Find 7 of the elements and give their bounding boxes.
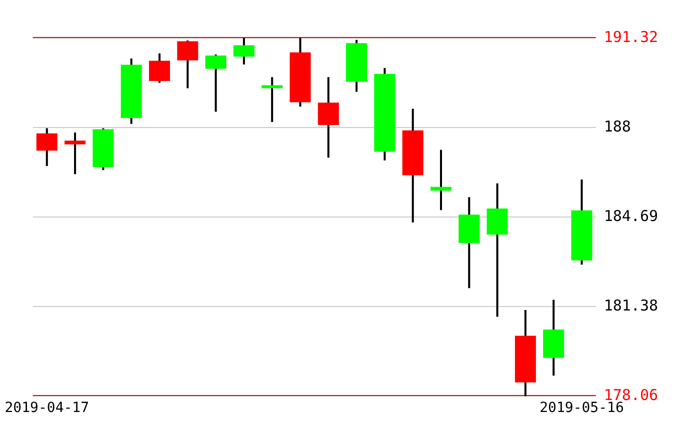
candlestick	[430, 150, 452, 210]
y-tick-label: 184.69	[604, 206, 658, 225]
y-tick-label: 181.38	[604, 296, 658, 314]
x-tick-label: 2019-04-17	[4, 400, 90, 416]
candlestick	[64, 132, 86, 174]
y-tick-label: 191.32	[604, 28, 658, 46]
y-tick-label: 188	[604, 118, 631, 136]
